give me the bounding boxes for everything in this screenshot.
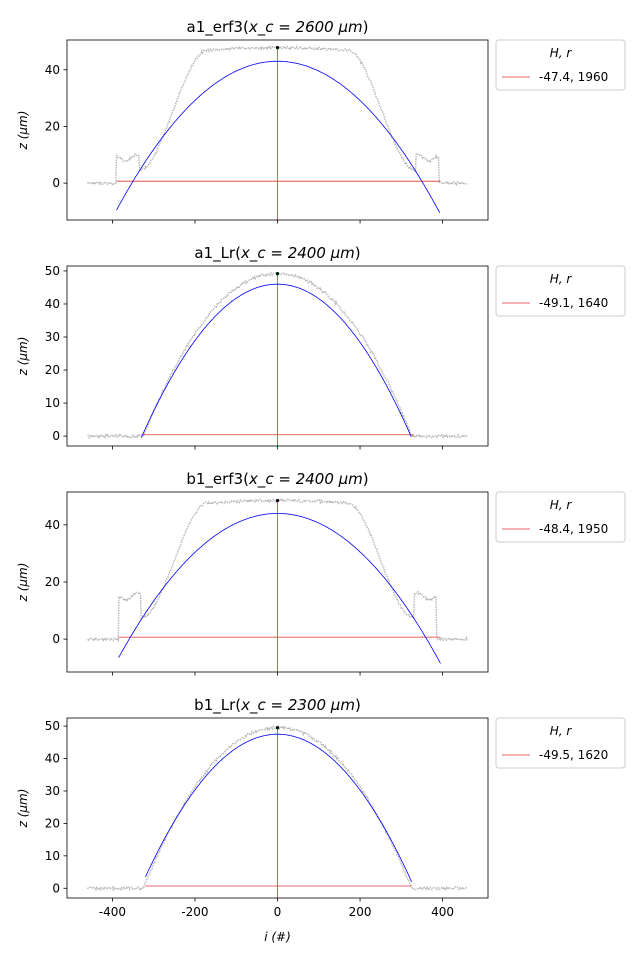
- legend: H, r -47.4, 1960: [495, 39, 626, 91]
- y-tick-label: 20: [45, 119, 60, 133]
- legend-entry: -47.4, 1960: [539, 70, 608, 84]
- x-tick-label: 400: [431, 905, 454, 919]
- legend-box: [495, 265, 626, 317]
- subplot-2: a1_Lr(x_c = 2400 μm) 0 10 20 30 40 50 z (μm) H, …: [16, 244, 626, 450]
- y-tick-label: 0: [52, 176, 60, 190]
- subplot-stack: a1_erf3(x_c = 2600 μm) 0 20 40 z (μm) H, r -47…: [16, 18, 626, 944]
- chart-title-close: ): [363, 18, 369, 36]
- y-tick-label: 30: [45, 330, 60, 344]
- fit-curve: [140, 283, 412, 438]
- legend-box: [495, 39, 626, 91]
- subplot-3: b1_erf3(x_c = 2400 μm) 0 20 40 z (μm) H, r -48…: [16, 470, 626, 676]
- chart-title: a1_Lr(x_c = 2400 μm): [194, 244, 360, 263]
- y-tick-label: 20: [45, 363, 60, 377]
- subplot-1: a1_erf3(x_c = 2600 μm) 0 20 40 z (μm) H, r -47…: [16, 18, 626, 224]
- legend-title: H, r: [550, 46, 573, 60]
- measured-profile: [86, 724, 468, 892]
- legend-box: [495, 491, 626, 543]
- plot-area: [86, 44, 468, 220]
- fit-curve: [116, 60, 441, 213]
- y-tick-label: 50: [45, 719, 60, 733]
- peak-marker: [275, 726, 280, 730]
- legend-box: [495, 717, 626, 769]
- chart-title-math: x_c = 2400 μm: [248, 470, 363, 489]
- legend-entry: -48.4, 1950: [539, 522, 608, 536]
- y-axis-label: z (μm): [16, 337, 30, 377]
- y-tick-label: 40: [45, 752, 60, 766]
- y-axis-label: z (μm): [16, 789, 30, 829]
- y-tick-label: 40: [45, 297, 60, 311]
- peak-marker: [275, 498, 280, 503]
- chart-title-name: a1_Lr(: [194, 244, 241, 263]
- fit-curve: [118, 513, 441, 664]
- chart-title-close: ): [363, 470, 369, 488]
- y-tick-label: 0: [52, 632, 60, 646]
- chart-title: b1_erf3(x_c = 2400 μm): [186, 470, 368, 489]
- x-tick-label: -200: [181, 905, 208, 919]
- y-tick-label: 10: [45, 396, 60, 410]
- y-tick-label: 0: [52, 429, 60, 443]
- legend: H, r -49.5, 1620: [495, 717, 626, 769]
- fit-curve: [145, 733, 412, 882]
- y-tick-label: 20: [45, 816, 60, 830]
- x-tick-label: 0: [274, 905, 282, 919]
- legend: H, r -49.1, 1640: [495, 265, 626, 317]
- y-tick-label: 40: [45, 518, 60, 532]
- legend-entry: -49.1, 1640: [539, 296, 608, 310]
- chart-title-name: b1_erf3(: [186, 470, 249, 489]
- legend-title: H, r: [550, 724, 573, 738]
- legend-entry: -49.5, 1620: [539, 748, 608, 762]
- chart-title-close: ): [355, 696, 361, 714]
- y-tick-label: 20: [45, 575, 60, 589]
- y-tick-label: 10: [45, 849, 60, 863]
- peak-marker: [275, 271, 280, 276]
- peak-marker: [275, 46, 280, 50]
- chart-title: b1_Lr(x_c = 2300 μm): [194, 696, 361, 715]
- plot-area: [87, 497, 469, 672]
- chart-title-math: x_c = 2300 μm: [240, 696, 355, 715]
- x-tick-label: -400: [99, 905, 126, 919]
- plot-area: [87, 271, 468, 446]
- measured-profile: [87, 497, 469, 643]
- plot-area: [86, 724, 468, 898]
- legend-title: H, r: [550, 498, 573, 512]
- y-axis-label: z (μm): [16, 563, 30, 603]
- chart-title-math: x_c = 2600 μm: [248, 18, 363, 37]
- y-axis-label: z (μm): [16, 111, 30, 151]
- y-tick-label: 40: [45, 63, 60, 77]
- chart-title-math: x_c = 2400 μm: [240, 244, 355, 263]
- chart-title-name: a1_erf3(: [187, 18, 249, 37]
- chart-title-name: b1_Lr(: [194, 696, 241, 715]
- x-tick-label: 200: [349, 905, 372, 919]
- legend-title: H, r: [550, 272, 573, 286]
- y-tick-label: 0: [52, 881, 60, 895]
- legend: H, r -48.4, 1950: [495, 491, 626, 543]
- y-tick-label: 50: [45, 264, 60, 278]
- subplot-4: b1_Lr(x_c = 2300 μm) 0 10 20 30 40 50 -400 -200 0…: [16, 696, 626, 919]
- chart-title: a1_erf3(x_c = 2600 μm): [187, 18, 369, 37]
- chart-title-close: ): [355, 244, 361, 262]
- y-tick-label: 30: [45, 784, 60, 798]
- x-axis-label: i (#): [264, 930, 291, 944]
